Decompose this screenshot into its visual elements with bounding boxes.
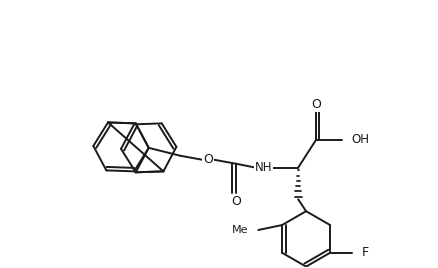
Text: F: F	[362, 246, 369, 259]
Text: NH: NH	[255, 161, 272, 174]
Text: O: O	[311, 98, 321, 111]
Text: O: O	[203, 153, 213, 166]
Text: OH: OH	[352, 133, 370, 146]
Text: O: O	[231, 195, 241, 208]
Text: Me: Me	[232, 225, 248, 235]
